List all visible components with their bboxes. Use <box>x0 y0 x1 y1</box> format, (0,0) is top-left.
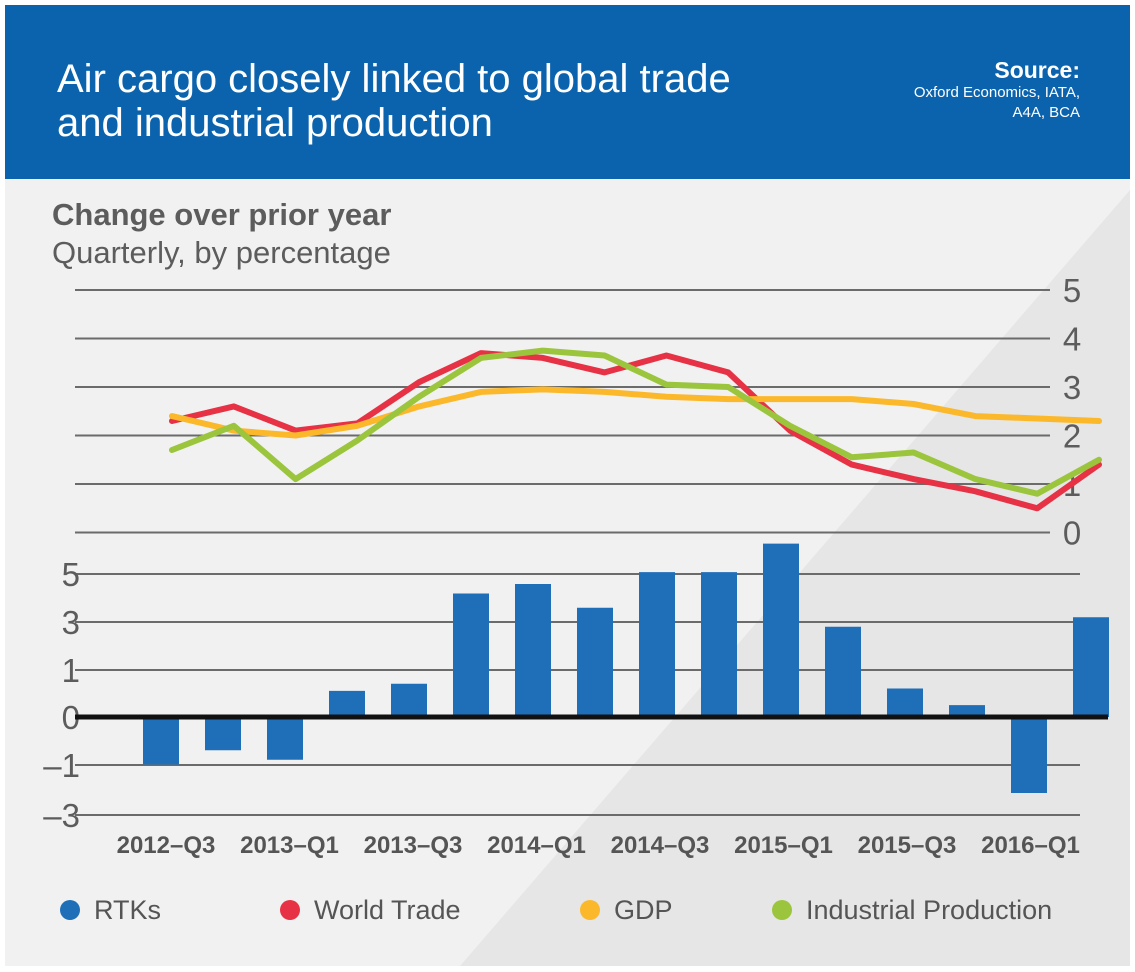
bar-rtks <box>391 683 427 717</box>
source-text: Oxford Economics, IATA, A4A, BCA <box>850 83 1080 123</box>
x-tick-label: 2016–Q1 <box>981 832 1080 859</box>
x-tick-label: 2015–Q1 <box>734 832 833 859</box>
source-line-1: Oxford Economics, IATA, <box>913 84 1080 101</box>
line-series-gdp <box>169 386 1102 439</box>
x-tick-label: 2013–Q1 <box>240 832 339 859</box>
x-tick-label: 2014–Q3 <box>611 832 710 859</box>
source-block: Source: Oxford Economics, IATA, A4A, BCA <box>850 57 1080 123</box>
legend-label-rtks: RTKs <box>94 894 162 925</box>
title-line-2: and industrial production <box>57 101 493 145</box>
bar-rtks <box>577 607 613 717</box>
bar-chart-y-tick-label: –3 <box>43 797 80 834</box>
header-banner: Air cargo closely linked to global trade… <box>5 5 1130 179</box>
legend-label-gdp: GDP <box>614 894 673 925</box>
legend-label-world-trade: World Trade <box>314 894 461 925</box>
source-line-2: A4A, BCA <box>1012 104 1080 121</box>
bar-rtks <box>205 717 241 751</box>
title-line-1: Air cargo closely linked to global trade <box>57 57 731 101</box>
line-chart-y-tick-label: 3 <box>1063 369 1081 406</box>
legend-item-rtks: RTKs <box>60 890 161 930</box>
bar-chart-y-tick-label: 5 <box>62 556 80 593</box>
bar-rtks <box>949 705 985 717</box>
bar-chart-y-tick-label: –1 <box>43 747 80 784</box>
bar-rtks <box>701 572 737 717</box>
bar-rtks <box>515 584 551 717</box>
x-tick-label: 2014–Q1 <box>487 832 586 859</box>
bar-rtks <box>267 717 303 760</box>
x-tick-label: 2013–Q3 <box>364 832 463 859</box>
bar-rtks <box>825 626 861 717</box>
bar-chart-y-tick-label: 0 <box>62 699 80 736</box>
bar-chart-y-tick-label: 1 <box>62 652 80 689</box>
bar-rtks <box>143 717 179 765</box>
bar-rtks <box>763 543 799 717</box>
legend-swatch-industrial-production <box>772 900 792 920</box>
legend-swatch-gdp <box>580 900 600 920</box>
bar-rtks <box>329 690 365 717</box>
bar-chart-y-tick-label: 3 <box>62 604 80 641</box>
legend-label-industrial-production: Industrial Production <box>806 894 1053 925</box>
chart-subtitle-units: Quarterly, by percentage <box>52 235 391 270</box>
line-chart-y-tick-label: 0 <box>1063 515 1081 552</box>
legend-swatch-rtks <box>60 900 80 920</box>
legend: RTKs World Trade GDP Industrial Producti… <box>60 890 1100 930</box>
line-chart-y-tick-label: 5 <box>1063 272 1081 309</box>
x-tick-label: 2015–Q3 <box>858 832 957 859</box>
bar-rtks <box>1011 717 1047 793</box>
bar-rtks <box>453 593 489 717</box>
legend-item-industrial-production: Industrial Production <box>772 890 1052 930</box>
line-chart-y-tick-label: 4 <box>1063 321 1081 358</box>
source-label: Source: <box>994 57 1080 83</box>
infographic-title: Air cargo closely linked to global trade… <box>57 57 857 145</box>
line-chart-y-tick-label: 2 <box>1063 418 1081 455</box>
legend-item-gdp: GDP <box>580 890 673 930</box>
legend-item-world-trade: World Trade <box>280 890 461 930</box>
line-series-world-trade <box>169 350 1102 512</box>
bar-rtks <box>887 688 923 717</box>
legend-swatch-world-trade <box>280 900 300 920</box>
chart-subtitle: Change over prior year <box>52 197 392 232</box>
bar-rtks <box>639 572 675 717</box>
line-series-industrial-production <box>169 347 1102 497</box>
bar-rtks <box>1073 617 1109 717</box>
x-tick-label: 2012–Q3 <box>117 832 216 859</box>
